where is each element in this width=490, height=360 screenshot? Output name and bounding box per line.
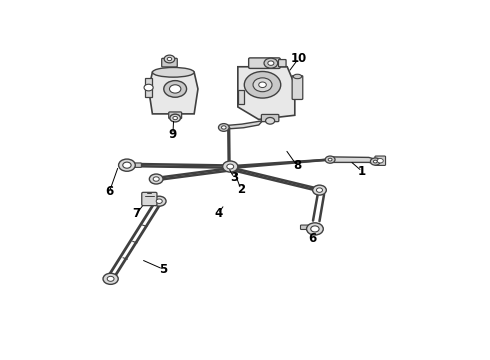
Circle shape (119, 159, 135, 171)
Text: 4: 4 (214, 207, 222, 220)
Circle shape (313, 185, 326, 195)
FancyBboxPatch shape (169, 112, 182, 118)
Circle shape (317, 188, 322, 192)
Circle shape (259, 82, 267, 87)
Text: 9: 9 (169, 128, 177, 141)
Text: 2: 2 (237, 183, 245, 196)
Polygon shape (238, 90, 244, 104)
Circle shape (164, 55, 175, 63)
Circle shape (268, 61, 274, 66)
FancyBboxPatch shape (131, 163, 142, 167)
Ellipse shape (152, 67, 194, 77)
Circle shape (311, 226, 319, 232)
Circle shape (219, 123, 229, 131)
Circle shape (170, 114, 180, 122)
Circle shape (164, 81, 187, 97)
FancyBboxPatch shape (162, 58, 177, 67)
Circle shape (152, 196, 166, 206)
Text: 6: 6 (105, 185, 114, 198)
Text: 1: 1 (358, 165, 366, 178)
Polygon shape (145, 78, 152, 97)
Text: 8: 8 (293, 159, 301, 172)
FancyBboxPatch shape (375, 156, 386, 166)
Circle shape (266, 117, 275, 124)
Circle shape (328, 158, 332, 161)
Polygon shape (222, 121, 263, 129)
FancyBboxPatch shape (142, 192, 157, 206)
Circle shape (227, 164, 234, 169)
Circle shape (253, 78, 272, 92)
FancyBboxPatch shape (261, 114, 279, 122)
Text: 3: 3 (230, 171, 238, 184)
Circle shape (373, 160, 377, 163)
Circle shape (221, 126, 226, 129)
FancyBboxPatch shape (278, 59, 286, 67)
Circle shape (144, 84, 153, 91)
FancyBboxPatch shape (248, 58, 280, 68)
Circle shape (167, 57, 172, 61)
Circle shape (325, 156, 335, 163)
Text: 7: 7 (132, 207, 141, 220)
Text: 5: 5 (159, 262, 167, 276)
Ellipse shape (294, 74, 302, 79)
Circle shape (156, 199, 162, 203)
Text: 10: 10 (291, 52, 307, 65)
Circle shape (149, 174, 163, 184)
FancyBboxPatch shape (300, 225, 310, 229)
Circle shape (123, 162, 131, 168)
Polygon shape (148, 72, 198, 114)
Circle shape (307, 223, 323, 235)
FancyBboxPatch shape (292, 76, 303, 99)
Circle shape (377, 158, 383, 163)
Polygon shape (238, 67, 295, 120)
Circle shape (370, 158, 380, 165)
Circle shape (264, 58, 278, 68)
Circle shape (103, 273, 118, 284)
Circle shape (245, 72, 281, 98)
Circle shape (107, 276, 114, 281)
Circle shape (170, 85, 181, 93)
Circle shape (222, 161, 238, 172)
Circle shape (173, 116, 177, 120)
Polygon shape (329, 157, 376, 164)
Circle shape (153, 177, 159, 181)
Text: 6: 6 (309, 232, 317, 245)
